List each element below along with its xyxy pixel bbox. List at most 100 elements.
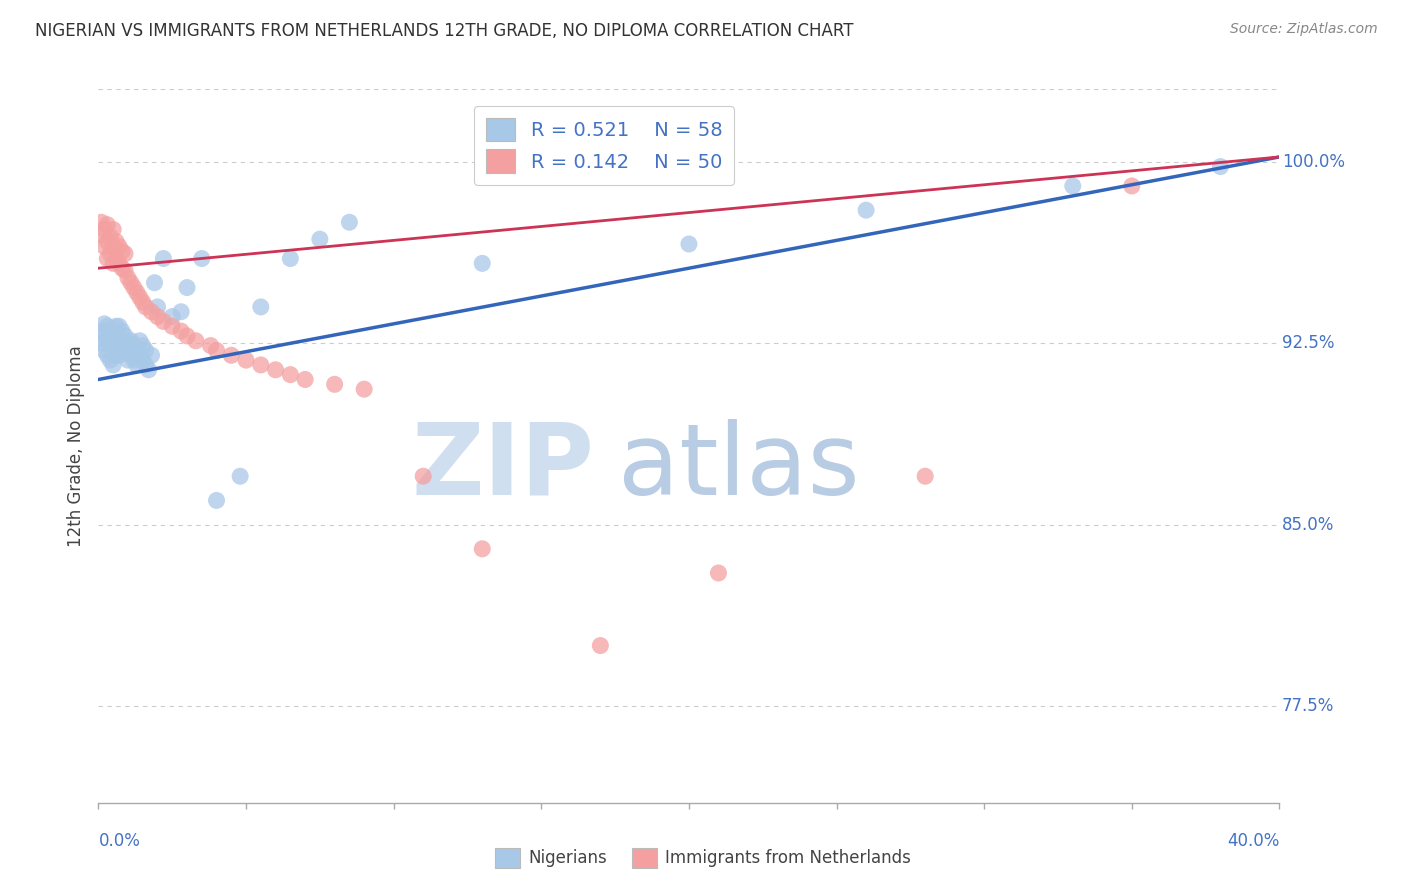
Point [143, 276, 166, 290]
Point [108, 319, 131, 334]
Point [141, 348, 163, 362]
Point [122, 280, 145, 294]
Legend: R = 0.521    N = 58, R = 0.142    N = 50: R = 0.521 N = 58, R = 0.142 N = 50 [474, 106, 734, 185]
Point [132, 338, 155, 352]
Point [98, 338, 121, 352]
Text: atlas: atlas [619, 419, 859, 516]
Point [120, 348, 142, 362]
Point [162, 310, 183, 324]
Point [707, 566, 730, 580]
Point [138, 363, 160, 377]
Point [294, 372, 316, 386]
Point [98, 246, 121, 260]
Point [108, 256, 131, 270]
Point [205, 493, 228, 508]
Point [93, 239, 115, 253]
Point [323, 377, 346, 392]
Point [471, 541, 494, 556]
Point [93, 329, 115, 343]
Y-axis label: 12th Grade, No Diploma: 12th Grade, No Diploma [66, 345, 84, 547]
Point [114, 343, 136, 358]
Point [120, 334, 142, 348]
Point [105, 348, 128, 362]
Point [90, 227, 112, 242]
Point [152, 252, 174, 266]
Point [96, 348, 118, 362]
Point [96, 319, 118, 334]
Point [111, 324, 134, 338]
Point [200, 338, 222, 352]
Point [229, 469, 252, 483]
Point [128, 348, 150, 362]
Point [1209, 160, 1232, 174]
Point [103, 343, 125, 358]
Point [114, 263, 136, 277]
Point [235, 353, 257, 368]
Text: 77.5%: 77.5% [1282, 697, 1334, 715]
Point [122, 353, 145, 368]
Point [678, 237, 700, 252]
Point [412, 469, 434, 483]
Point [96, 218, 118, 232]
Point [278, 368, 302, 382]
Point [90, 336, 112, 351]
Text: NIGERIAN VS IMMIGRANTS FROM NETHERLANDS 12TH GRADE, NO DIPLOMA CORRELATION CHART: NIGERIAN VS IMMIGRANTS FROM NETHERLANDS … [35, 22, 853, 40]
Point [108, 334, 131, 348]
Point [117, 271, 139, 285]
Point [132, 353, 155, 368]
Point [152, 314, 174, 328]
Point [103, 222, 125, 236]
Point [855, 203, 877, 218]
Point [128, 290, 150, 304]
Point [90, 215, 112, 229]
Point [309, 232, 332, 246]
Point [111, 244, 134, 259]
Point [135, 343, 157, 358]
Point [105, 319, 128, 334]
Point [135, 358, 157, 372]
Point [96, 334, 118, 348]
Point [98, 229, 121, 244]
Text: 92.5%: 92.5% [1282, 334, 1334, 352]
Point [90, 324, 112, 338]
Point [108, 239, 131, 253]
Point [105, 235, 128, 249]
Point [278, 252, 302, 266]
Text: 85.0%: 85.0% [1282, 516, 1334, 533]
Point [337, 215, 360, 229]
Point [122, 338, 145, 352]
Point [114, 246, 136, 260]
Point [914, 469, 936, 483]
Point [93, 222, 115, 236]
Point [471, 256, 494, 270]
Point [111, 338, 134, 352]
Point [1121, 178, 1143, 193]
Point [264, 363, 287, 377]
Point [353, 382, 375, 396]
Point [191, 252, 214, 266]
Point [250, 300, 273, 314]
Point [250, 358, 273, 372]
Point [105, 334, 128, 348]
Point [205, 343, 228, 358]
Point [98, 353, 121, 368]
Point [103, 239, 125, 253]
Point [96, 252, 118, 266]
Point [146, 300, 169, 314]
Point [162, 319, 183, 334]
Point [103, 358, 125, 372]
Legend: Nigerians, Immigrants from Netherlands: Nigerians, Immigrants from Netherlands [488, 841, 918, 875]
Point [125, 341, 148, 355]
Text: Source: ZipAtlas.com: Source: ZipAtlas.com [1230, 22, 1378, 37]
Point [1062, 178, 1084, 193]
Point [125, 285, 148, 300]
Text: 0.0%: 0.0% [98, 832, 141, 850]
Point [135, 300, 157, 314]
Point [589, 639, 612, 653]
Point [170, 324, 193, 338]
Point [103, 256, 125, 270]
Point [176, 329, 198, 343]
Point [141, 304, 163, 318]
Text: 40.0%: 40.0% [1227, 832, 1279, 850]
Point [170, 304, 193, 318]
